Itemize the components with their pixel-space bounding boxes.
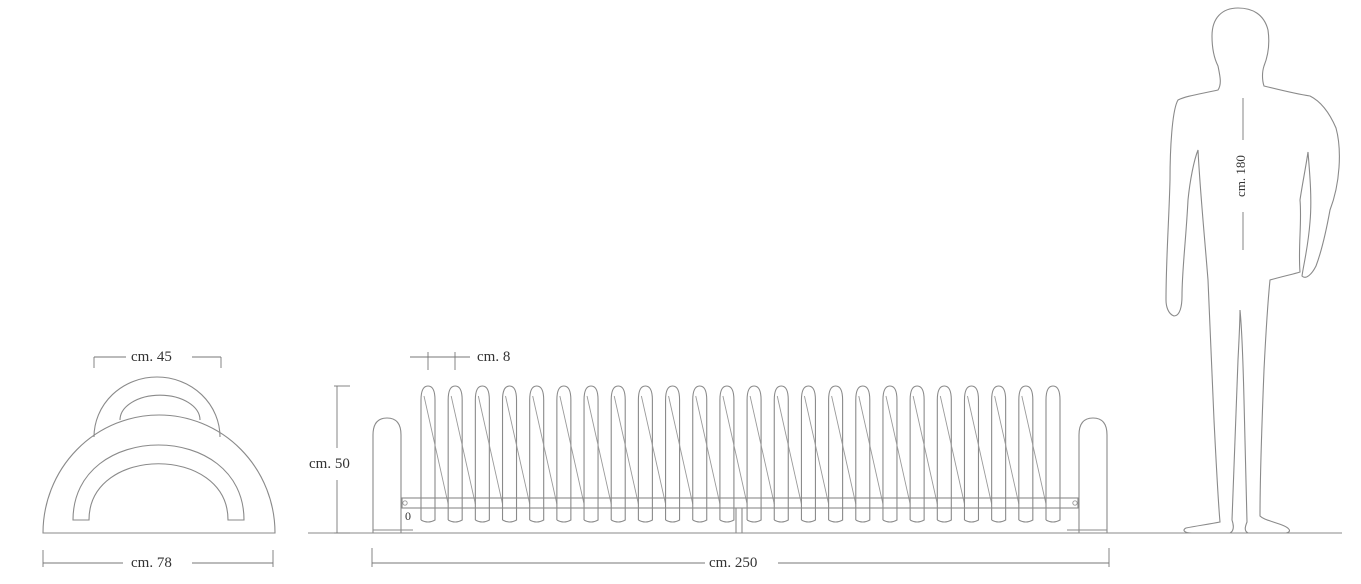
rack-loop-wire xyxy=(939,395,965,505)
rack-loop xyxy=(529,385,545,523)
human-figure xyxy=(1165,7,1340,534)
rack-loop-wire xyxy=(831,395,857,505)
rack-loop xyxy=(474,385,490,523)
rack-loop-wire xyxy=(640,395,667,505)
rack-loop-wire xyxy=(477,395,503,505)
rack-loop xyxy=(746,385,762,523)
right-end-post xyxy=(1078,417,1108,533)
rack-loop-wire xyxy=(967,395,993,505)
rack-loop xyxy=(773,385,789,523)
zero-mark: 0 xyxy=(405,509,411,523)
rack-loop xyxy=(909,385,925,523)
rack-loop-wire xyxy=(613,395,639,505)
rack-loop xyxy=(637,385,653,523)
back-arch-inner xyxy=(119,394,201,421)
rack-loop xyxy=(882,385,898,523)
front-arch-outer xyxy=(42,414,276,534)
rack-loop-wire xyxy=(912,395,938,505)
rack-loop-wire xyxy=(505,395,531,505)
rack-loop-wire xyxy=(776,395,802,505)
front-view xyxy=(334,352,1110,567)
rack-loop-wire xyxy=(450,395,476,505)
front-arch-inner xyxy=(72,444,245,521)
rack-loop xyxy=(420,385,436,523)
rack-loop xyxy=(556,385,572,523)
rack-loop xyxy=(447,385,463,523)
rack-loop xyxy=(991,385,1007,523)
rack-loop xyxy=(610,385,626,523)
rack-loop-wire xyxy=(749,395,775,505)
rack-loop xyxy=(1018,385,1034,523)
rack-loop-wire xyxy=(559,395,585,505)
rack-loop-wire xyxy=(722,395,748,505)
rack-loop-wire xyxy=(695,395,721,505)
rack-loop xyxy=(1045,385,1061,523)
dim-label-person-height: cm. 180 xyxy=(1232,153,1248,199)
center-support xyxy=(735,508,743,533)
rack-loop-wire xyxy=(1021,395,1047,505)
rack-loop xyxy=(828,385,844,523)
dim-label-height: cm. 50 xyxy=(306,456,353,472)
rack-loop-wire xyxy=(858,395,884,505)
rack-loop xyxy=(936,385,952,523)
horizontal-rail xyxy=(401,497,1079,509)
rack-loop xyxy=(501,385,518,523)
dim-label-side-top: cm. 45 xyxy=(128,349,175,365)
rack-loop xyxy=(665,385,681,523)
rack-loop xyxy=(583,385,599,523)
rack-loop-wire xyxy=(586,395,612,505)
rack-loop-wire xyxy=(885,395,911,505)
back-arch-outer xyxy=(93,376,221,438)
rack-loop-wire xyxy=(668,395,694,505)
side-view xyxy=(42,356,276,567)
left-end-post xyxy=(372,417,402,533)
rack-loop xyxy=(800,385,816,523)
rack-loop xyxy=(692,385,708,523)
rack-loop-wire xyxy=(532,395,558,505)
person-outline xyxy=(1165,7,1340,534)
dim-label-side-base: cm. 78 xyxy=(128,555,175,571)
rack-loops xyxy=(420,385,1061,523)
rack-loop-wire xyxy=(994,395,1020,505)
dim-label-length: cm. 250 xyxy=(706,555,761,571)
rack-loop xyxy=(719,385,735,523)
rack-loop xyxy=(855,385,871,523)
dim-label-spacing: cm. 8 xyxy=(474,349,514,365)
rack-loop xyxy=(963,385,980,523)
rack-loop-wire xyxy=(803,395,830,505)
rack-loop-wire xyxy=(423,395,449,505)
